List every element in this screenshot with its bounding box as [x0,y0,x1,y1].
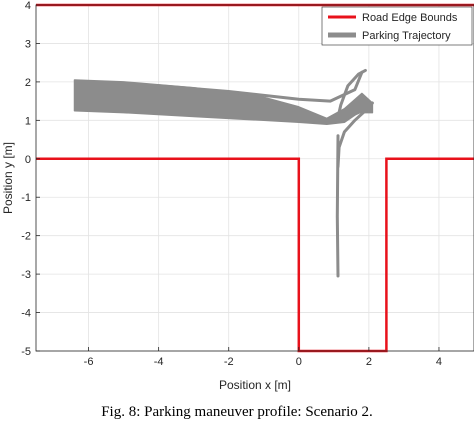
y-tick-label: 3 [25,38,31,50]
parking-trajectory-path [335,68,367,122]
x-tick-label: -4 [154,356,164,368]
plot-background [36,5,474,351]
x-axis-label: Position x [m] [219,378,291,392]
x-tick-label: -2 [224,356,234,368]
axis-ticks: -6 -4 -2 0 2 4 -5 -4 -3 -2 -1 0 1 2 3 4 [21,0,442,368]
x-tick-label: 0 [296,356,302,368]
y-tick-label: 0 [25,154,31,166]
x-tick-label: -6 [84,356,94,368]
y-tick-label: -2 [21,231,31,243]
x-tick-label: 4 [436,356,442,368]
y-tick-label: -1 [21,192,31,204]
parking-trajectory-path [80,70,364,103]
legend-box [321,6,473,46]
plot-frame [35,4,474,352]
x-tick-label: 2 [366,356,372,368]
legend-label-parking-trajectory: Parking Trajectory [362,30,451,42]
y-tick-label: 2 [25,77,31,89]
legend: Road Edge Bounds Parking Trajectory [321,6,473,46]
y-tick-label: -5 [21,346,31,358]
y-tick-label: 4 [25,0,31,12]
y-tick-label: 1 [25,115,31,127]
parking-trajectory-path [76,101,371,124]
y-axis-label: Position y [m] [1,142,15,214]
figure-caption: Fig. 8: Parking maneuver profile: Scenar… [101,404,373,420]
y-tick-label: -4 [21,308,31,320]
parking-trajectory-path [336,101,374,168]
y-tick-label: -3 [21,269,31,281]
legend-label-road-edge: Road Edge Bounds [362,12,458,24]
